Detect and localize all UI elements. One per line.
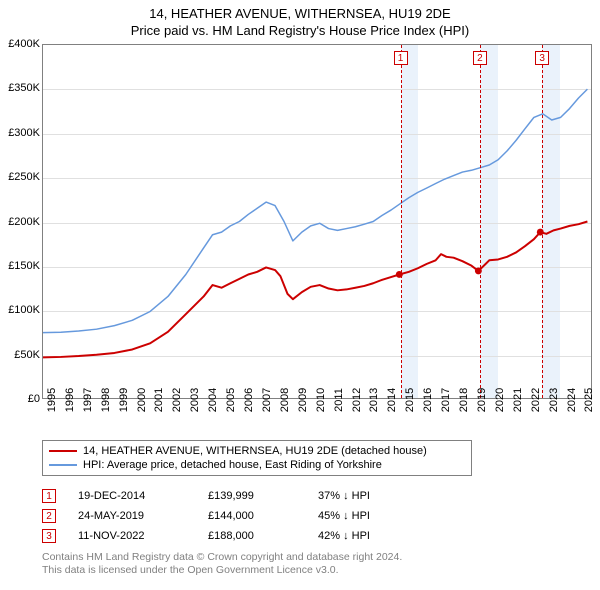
sales-row: 1 19-DEC-2014£139,99937% ↓ HPI [42,486,408,506]
xtick-label: 2005 [225,388,237,412]
ytick-label: £300K [0,127,40,139]
sales-row-price: £144,000 [208,510,318,522]
sales-row-delta: 42% ↓ HPI [318,530,408,542]
sale-marker-line [480,45,481,398]
sales-row-marker: 2 [42,509,56,523]
ytick-label: £50K [0,349,40,361]
legend-row-property: 14, HEATHER AVENUE, WITHERNSEA, HU19 2DE… [49,444,465,458]
sale-marker-box: 3 [535,51,549,65]
xtick-label: 2001 [153,388,165,412]
legend-label-property: 14, HEATHER AVENUE, WITHERNSEA, HU19 2DE… [83,445,427,457]
sales-row-date: 11-NOV-2022 [78,530,208,542]
xtick-label: 2015 [404,388,416,412]
ytick-label: £200K [0,216,40,228]
xtick-label: 2011 [333,388,345,412]
sales-row-price: £188,000 [208,530,318,542]
ytick-label: £0 [0,393,40,405]
xtick-label: 2017 [440,388,452,412]
sales-row-marker: 1 [42,489,56,503]
sale-marker-box: 1 [394,51,408,65]
sales-row-marker: 3 [42,529,56,543]
ytick-label: £350K [0,82,40,94]
ytick-label: £150K [0,260,40,272]
ytick-label: £100K [0,304,40,316]
xtick-label: 1997 [82,388,94,412]
xtick-label: 2006 [243,388,255,412]
sales-row-date: 24-MAY-2019 [78,510,208,522]
legend-swatch-property [49,450,77,452]
xtick-label: 2002 [171,388,183,412]
xtick-label: 2004 [207,388,219,412]
xtick-label: 2023 [548,388,560,412]
xtick-label: 2009 [297,388,309,412]
ytick-label: £250K [0,171,40,183]
sale-marker-line [401,45,402,398]
chart-plot-area: 1 2 3 [42,44,592,399]
sales-row-delta: 37% ↓ HPI [318,490,408,502]
chart-container: 14, HEATHER AVENUE, WITHERNSEA, HU19 2DE… [0,0,600,590]
sales-table: 1 19-DEC-2014£139,99937% ↓ HPI 2 24-MAY-201… [42,486,408,546]
chart-svg [43,45,591,398]
xtick-label: 2003 [189,388,201,412]
legend-swatch-hpi [49,464,77,466]
ytick-label: £400K [0,38,40,50]
xtick-label: 2007 [261,388,273,412]
xtick-label: 2018 [458,388,470,412]
xtick-label: 2019 [476,388,488,412]
legend-label-hpi: HPI: Average price, detached house, East… [83,459,382,471]
sale-dot [396,271,403,278]
xtick-label: 2012 [351,388,363,412]
series-line-hpi [43,89,587,333]
legend-box: 14, HEATHER AVENUE, WITHERNSEA, HU19 2DE… [42,440,472,476]
xtick-label: 1999 [118,388,130,412]
xtick-label: 2020 [494,388,506,412]
sales-row-price: £139,999 [208,490,318,502]
xtick-label: 2000 [136,388,148,412]
footer-line2: This data is licensed under the Open Gov… [42,564,402,577]
title-subtitle: Price paid vs. HM Land Registry's House … [0,23,600,40]
sales-row: 3 11-NOV-2022£188,00042% ↓ HPI [42,526,408,546]
xtick-label: 2014 [386,388,398,412]
sales-row: 2 24-MAY-2019£144,00045% ↓ HPI [42,506,408,526]
legend-row-hpi: HPI: Average price, detached house, East… [49,458,465,472]
title-address: 14, HEATHER AVENUE, WITHERNSEA, HU19 2DE [0,6,600,23]
footer-line1: Contains HM Land Registry data © Crown c… [42,551,402,564]
series-line-property [43,222,587,358]
xtick-label: 2013 [368,388,380,412]
xtick-label: 1998 [100,388,112,412]
xtick-label: 2024 [566,388,578,412]
footer-attribution: Contains HM Land Registry data © Crown c… [42,551,402,577]
xtick-label: 2025 [583,388,595,412]
sale-marker-line [542,45,543,398]
xtick-label: 2022 [530,388,542,412]
xtick-label: 2021 [512,388,524,412]
sale-marker-box: 2 [473,51,487,65]
sales-row-date: 19-DEC-2014 [78,490,208,502]
title-block: 14, HEATHER AVENUE, WITHERNSEA, HU19 2DE… [0,0,600,40]
xtick-label: 1996 [64,388,76,412]
xtick-label: 2008 [279,388,291,412]
xtick-label: 2010 [315,388,327,412]
xtick-label: 1995 [46,388,58,412]
xtick-label: 2016 [422,388,434,412]
sales-row-delta: 45% ↓ HPI [318,510,408,522]
